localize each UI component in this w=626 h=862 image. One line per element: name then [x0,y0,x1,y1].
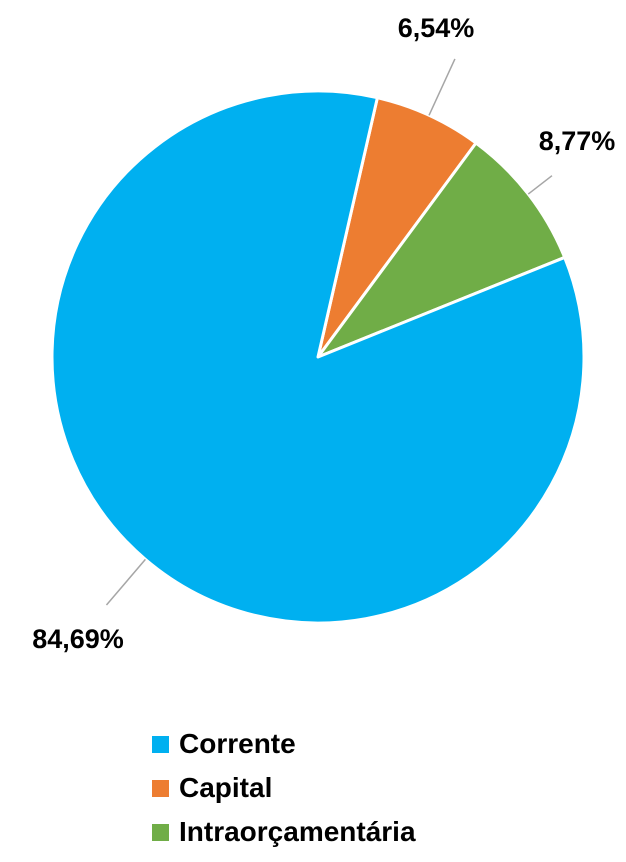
leader-line-capital [428,58,456,116]
leader-line-intraorcamentaria [527,175,553,195]
legend-label-intraorcamentaria: Intraorçamentária [179,816,416,847]
legend: Corrente Capital Intraorçamentária [152,722,416,854]
legend-swatch-intraorcamentaria [152,823,169,841]
data-label-intraorcamentaria: 8,77% [539,126,616,156]
pie-slices [50,89,586,625]
legend-swatch-corrente [152,735,169,753]
pie-slice-capital [316,96,478,359]
legend-item-corrente: Corrente [152,722,416,766]
pie-slice-intraorcamentaria [316,141,567,359]
data-label-corrente: 84,69% [32,624,124,654]
legend-label-capital: Capital [179,772,273,803]
leader-line-corrente [105,558,146,606]
pie-slice-corrente [50,89,586,625]
data-label-capital: 6,54% [398,13,475,43]
data-labels: 6,54% 8,77% 84,69% [32,13,615,654]
legend-label-corrente: Corrente [179,728,296,759]
legend-item-intraorcamentaria: Intraorçamentária [152,810,416,854]
leader-lines [105,58,553,606]
legend-swatch-capital [152,779,169,797]
legend-item-capital: Capital [152,766,416,810]
